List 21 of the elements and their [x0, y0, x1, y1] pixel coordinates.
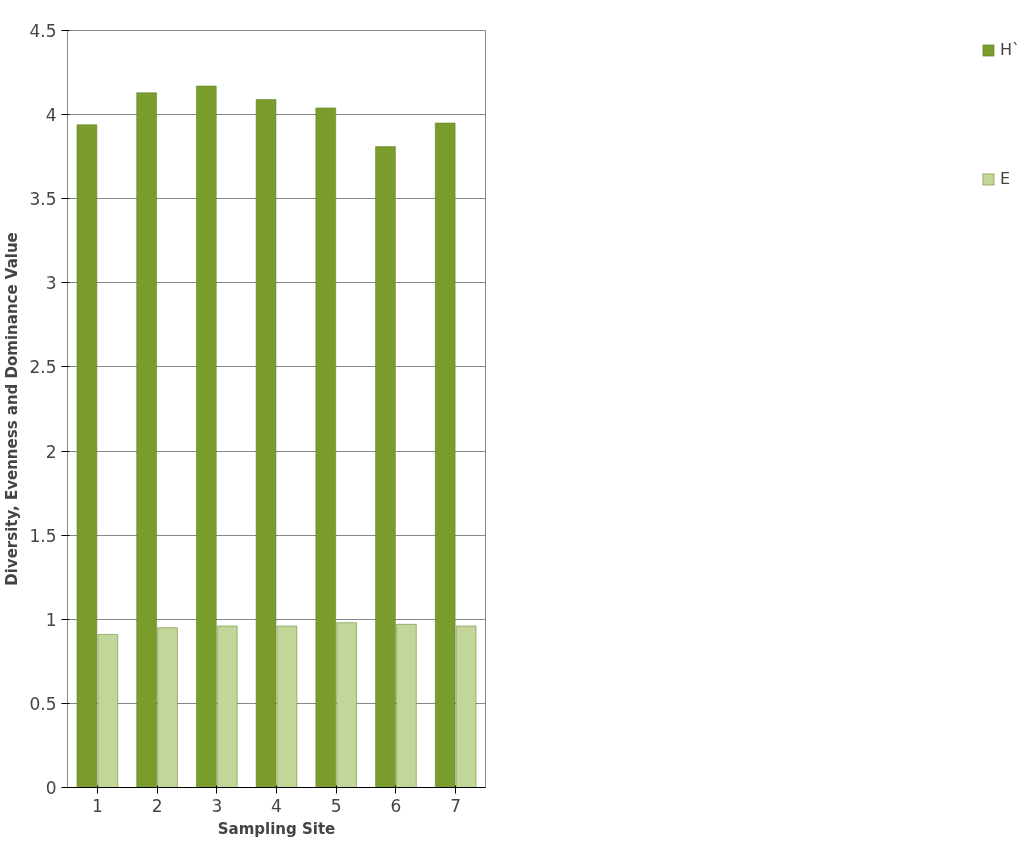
x-tick-label: 7	[450, 795, 462, 816]
legend-label: H`	[999, 40, 1020, 59]
x-tick-label: 1	[91, 795, 103, 816]
x-tick-label: 3	[211, 795, 223, 816]
x-tick-label: 6	[390, 795, 402, 816]
x-tick-label: 5	[330, 795, 342, 816]
x-tick-label: 4	[271, 795, 282, 816]
y-tick-label: 2	[45, 441, 57, 462]
y-tick-label: 0	[45, 778, 57, 798]
y-tick-label: 3.5	[29, 189, 57, 210]
y-tick-label: 1.5	[29, 525, 57, 546]
x-tick-label: 2	[151, 795, 163, 816]
y-tick-label: 0.5	[29, 693, 57, 714]
y-tick-label: 3	[45, 273, 57, 294]
y-tick-label: 4.5	[29, 21, 57, 41]
y-axis-title: Diversity, Evenness and Dominance Value	[3, 232, 22, 586]
legend-label: E	[999, 169, 1012, 188]
y-tick-label: 4	[45, 105, 57, 126]
y-tick-label: 2.5	[29, 357, 57, 378]
y-tick-label: 1	[45, 609, 57, 630]
x-axis-title: Sampling Site	[217, 819, 336, 838]
